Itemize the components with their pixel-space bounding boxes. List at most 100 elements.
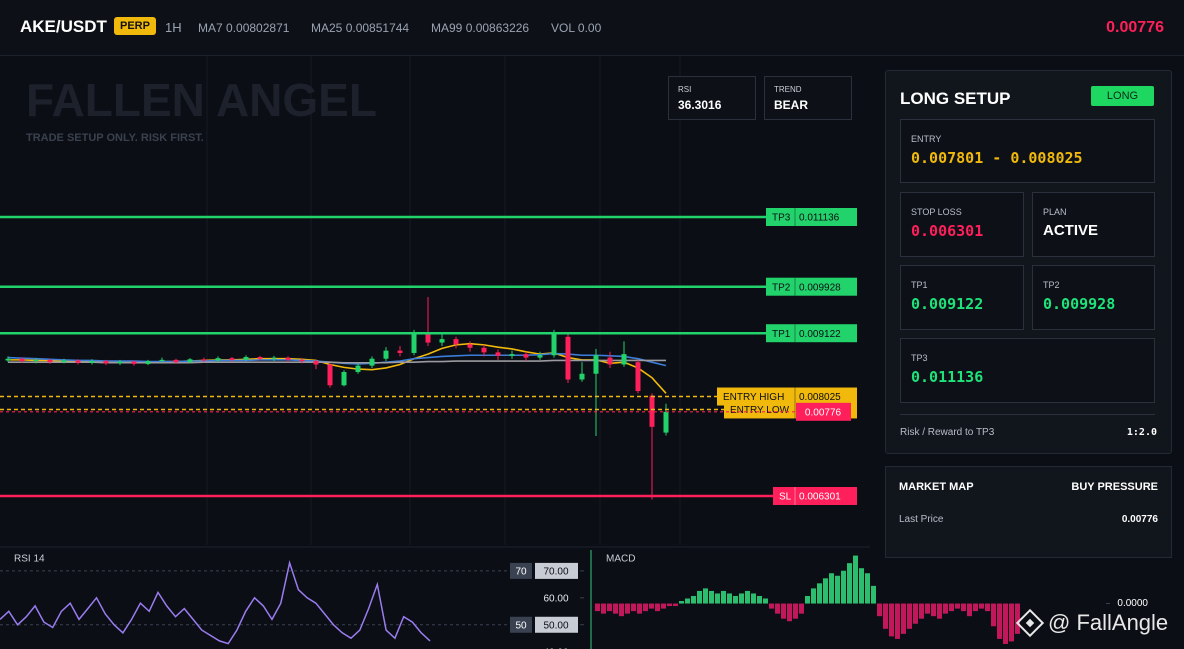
macd-bar xyxy=(859,568,864,604)
indicator-label: MA7 xyxy=(198,21,223,35)
rsi-level-label: 50 xyxy=(515,620,527,631)
indicator: MA25 0.00851744 xyxy=(311,21,409,35)
macd-bar xyxy=(751,593,756,604)
candle-body xyxy=(397,350,403,353)
level-value: 0.009928 xyxy=(799,282,841,293)
candle-body xyxy=(299,359,305,362)
perp-badge: PERP xyxy=(114,17,156,35)
macd-bar xyxy=(1015,603,1020,634)
level-value: 0.006301 xyxy=(799,492,841,503)
candle-body xyxy=(341,371,347,386)
level-name: ENTRY HIGH xyxy=(723,392,784,403)
card-label: PLAN xyxy=(1043,207,1067,217)
macd-bar xyxy=(967,603,972,617)
row-value: 0.00776 xyxy=(1121,514,1158,525)
level-value: 0.008025 xyxy=(799,392,841,403)
candle-body xyxy=(663,411,669,433)
market-map-panel: MARKET MAP BUY PRESSURE Last Price 0.007… xyxy=(885,466,1172,558)
macd-bar xyxy=(769,603,774,609)
candle-body xyxy=(131,361,137,364)
stat-value: BEAR xyxy=(774,98,809,112)
card-value: 0.007801 - 0.008025 xyxy=(911,149,1083,167)
tp1-card: TP1 0.009122 xyxy=(900,265,1024,330)
card-label: TP3 xyxy=(911,353,928,363)
macd-bar xyxy=(643,603,648,612)
candle-body xyxy=(537,355,543,358)
rsi-tick-label: 40.00 xyxy=(543,647,568,649)
macd-bar xyxy=(607,603,612,612)
candle-body xyxy=(355,365,361,372)
macd-bar xyxy=(961,603,966,612)
macd-bar xyxy=(715,593,720,604)
macd-bar xyxy=(937,603,942,619)
macd-bar xyxy=(895,603,900,639)
rsi-tick-label: 50.00 xyxy=(543,620,568,631)
macd-bar xyxy=(727,593,732,604)
candle-body xyxy=(47,359,53,363)
candle-body xyxy=(593,355,599,374)
macd-bar xyxy=(703,588,708,604)
watermark-handle: @ FallAngle xyxy=(1048,610,1168,635)
rsi-tick-tag xyxy=(535,616,578,633)
macd-bar xyxy=(637,603,642,614)
candle-body xyxy=(201,359,207,361)
level-value: 0.009122 xyxy=(799,329,841,340)
candle-body xyxy=(103,361,109,364)
macd-bar xyxy=(973,603,978,612)
macd-bar xyxy=(997,603,1002,639)
level-name: TP2 xyxy=(772,282,791,293)
macd-bar xyxy=(883,603,888,629)
macd-bar xyxy=(781,603,786,619)
candle-body xyxy=(229,358,235,360)
watermark-title: FALLEN ANGEL xyxy=(26,74,377,126)
level-tag xyxy=(766,324,857,343)
direction-badge: LONG xyxy=(1091,86,1154,106)
candle-body xyxy=(75,360,81,363)
candle-body xyxy=(369,358,375,366)
macd-bar xyxy=(667,603,672,607)
candle-body xyxy=(411,333,417,353)
macd-bar xyxy=(943,603,948,614)
candle-body xyxy=(621,354,627,365)
candle-body xyxy=(61,360,67,363)
macd-tick-label: 0.0000 xyxy=(1117,598,1148,609)
macd-bar xyxy=(655,603,660,612)
setup-panel: LONG SETUP LONG ENTRY 0.007801 - 0.008025… xyxy=(885,70,1172,454)
macd-bar xyxy=(865,573,870,604)
tp2-card: TP2 0.009928 xyxy=(1032,265,1155,330)
macd-title: MACD xyxy=(606,554,635,565)
candle-body xyxy=(117,361,123,364)
macd-bar xyxy=(673,603,678,607)
risk-reward-value: 1:2.0 xyxy=(1126,427,1157,438)
candle-body xyxy=(243,356,249,360)
candle-body xyxy=(481,347,487,353)
macd-bar xyxy=(619,603,624,617)
macd-bar xyxy=(685,598,690,604)
macd-bar xyxy=(733,595,738,604)
card-value: ACTIVE xyxy=(1043,222,1099,239)
last-price-label: 0.00776 xyxy=(805,407,842,418)
timeframe[interactable]: 1H xyxy=(165,20,182,35)
macd-bar xyxy=(757,595,762,604)
macd-bar xyxy=(811,588,816,604)
macd-bar xyxy=(631,603,636,612)
candle-body xyxy=(33,359,39,362)
entry-card: ENTRY 0.007801 - 0.008025 xyxy=(900,119,1155,183)
macd-bar xyxy=(949,603,954,612)
macd-bar xyxy=(793,603,798,619)
macd-bar xyxy=(697,590,702,604)
stat-label: TREND xyxy=(774,85,802,94)
candle-body xyxy=(551,334,557,356)
rsi-line xyxy=(0,559,431,645)
macd-bar xyxy=(799,603,804,614)
stat-label: RSI xyxy=(678,85,692,94)
tp3-card: TP3 0.011136 xyxy=(900,338,1155,403)
candle-body xyxy=(145,361,151,364)
candle-body xyxy=(173,359,179,363)
indicator-value: 0.00851744 xyxy=(345,21,410,35)
rsi-level-tag xyxy=(510,616,532,633)
macd-bar xyxy=(745,590,750,604)
macd-bar xyxy=(991,603,996,627)
indicator: VOL 0.00 xyxy=(551,21,601,35)
